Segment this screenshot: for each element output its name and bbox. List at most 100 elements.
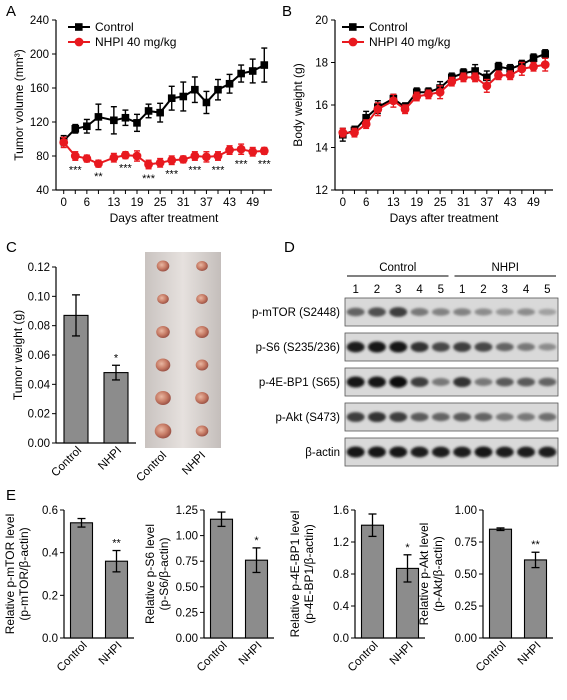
data-point	[471, 67, 479, 75]
y-tick-label: 0.08	[28, 321, 50, 333]
tumor-sample	[196, 261, 208, 271]
blot-band	[389, 412, 408, 422]
blot-band	[453, 412, 472, 422]
y-axis-label: Relative p-mTOR level	[3, 514, 17, 634]
y-tick-label: 1.00	[455, 505, 477, 517]
x-tick-label: 25	[434, 197, 447, 209]
data-point	[110, 116, 118, 125]
data-point	[191, 85, 199, 94]
data-point	[121, 150, 130, 160]
data-point	[237, 69, 245, 78]
legend-label: NHPI 40 mg/kg	[369, 35, 450, 49]
data-point	[121, 113, 130, 122]
data-point	[144, 107, 153, 115]
y-tick-label: 0.00	[455, 633, 477, 645]
tumor-sample	[154, 423, 172, 439]
blot-band	[538, 446, 557, 458]
x-tick-label: 49	[246, 197, 259, 209]
x-tick-label: NHPI	[388, 640, 416, 668]
y-tick-label: 0.6	[42, 505, 58, 517]
x-axis-label: Days after treatment	[390, 211, 499, 225]
blot-band	[453, 446, 472, 458]
blot-band	[368, 411, 386, 423]
bar	[104, 560, 129, 639]
blot-band	[495, 308, 514, 316]
blot-band	[431, 342, 450, 352]
y-tick-label: 0.25	[455, 601, 477, 613]
blot-row-label: p-Akt (S473)	[275, 412, 340, 424]
panel-label-e: E	[6, 487, 16, 504]
data-point	[59, 138, 69, 147]
body-weight-chart: 12 14 16 18 20 0 6 13 19 25 31 37 43 49 Days after tre…	[291, 15, 553, 225]
blot-lane-label: 4	[416, 284, 423, 296]
legend-marker	[349, 23, 357, 31]
p-mtor-chart: 0.0 0.2 0.4 0.6 Control ** NHPI Relative p-mTOR…	[3, 505, 134, 674]
data-point	[156, 108, 164, 117]
x-tick-label: Control	[195, 640, 230, 675]
blot-band	[346, 376, 365, 388]
y-axis-label: Tumor volume (mm³)	[12, 49, 26, 161]
y-tick-label: 0.50	[455, 569, 477, 581]
blot-band	[410, 412, 429, 422]
blot-band	[346, 412, 365, 422]
x-tick-label: NHPI	[97, 640, 125, 668]
blot-band	[474, 412, 493, 422]
blot-band	[389, 341, 408, 353]
series-line	[62, 64, 265, 142]
y-tick-label: 16	[315, 100, 328, 112]
y-tick-label: 1.6	[333, 505, 349, 517]
y-tick-label: 0.25	[176, 607, 198, 619]
data-point	[447, 77, 457, 87]
y-tick-label: 18	[315, 58, 328, 70]
data-point	[435, 87, 445, 97]
data-point	[214, 85, 222, 94]
blot-band	[346, 446, 365, 458]
significance-marker: ***	[69, 164, 83, 176]
data-point	[202, 152, 211, 162]
blot-lane-label: 2	[374, 284, 380, 296]
data-point	[82, 154, 92, 163]
blot-band	[368, 307, 386, 317]
data-point	[459, 72, 468, 82]
blot-band	[410, 377, 429, 387]
x-tick-label: Control	[49, 445, 84, 480]
legend-label: Control	[369, 20, 408, 34]
x-tick-label: 37	[480, 197, 493, 209]
panel-label-d: D	[284, 239, 295, 256]
data-point	[260, 61, 269, 69]
tumor-sample	[156, 326, 170, 338]
blot-band	[474, 378, 493, 386]
y-tick-label: 1.2	[333, 537, 349, 549]
y-tick-label: 0.04	[28, 379, 51, 391]
y-axis-label: Body weight (g)	[291, 63, 305, 146]
tumor-sample	[155, 391, 171, 405]
blot-band	[517, 377, 535, 387]
x-tick-label: Control	[55, 640, 90, 675]
blot-band	[346, 341, 365, 353]
tumor-sample	[155, 358, 171, 372]
bar	[69, 522, 94, 639]
data-point	[132, 151, 142, 161]
blot-band	[389, 307, 408, 317]
data-point	[109, 153, 119, 163]
data-point	[179, 92, 188, 101]
blot-lane-label: 5	[438, 284, 444, 296]
blot-lane-label: 3	[395, 284, 401, 296]
significance-marker: ***	[119, 163, 133, 175]
bar	[488, 528, 513, 639]
blot-row-label: β-actin	[305, 447, 340, 459]
blot-band	[431, 378, 450, 386]
y-tick-label: 0.50	[176, 582, 198, 594]
blot-band	[431, 446, 450, 458]
x-tick-label: 6	[363, 197, 369, 209]
data-point	[373, 104, 383, 114]
y-tick-label: 0.75	[176, 556, 198, 568]
significance-marker: *	[254, 535, 259, 547]
y-axis-label: (p-Akt/β-actin)	[431, 536, 445, 612]
legend-label: Control	[95, 20, 134, 34]
blot-row-label: p-4E-BP1 (S65)	[259, 377, 340, 389]
x-tick-label: 19	[410, 197, 423, 209]
significance-marker: ***	[258, 158, 272, 170]
tumor-volume-chart: 40 80 120 160 200 240 0 6 13 19 25 31 37 43 49 Days aft…	[12, 15, 272, 225]
y-tick-label: 0.2	[42, 590, 58, 602]
